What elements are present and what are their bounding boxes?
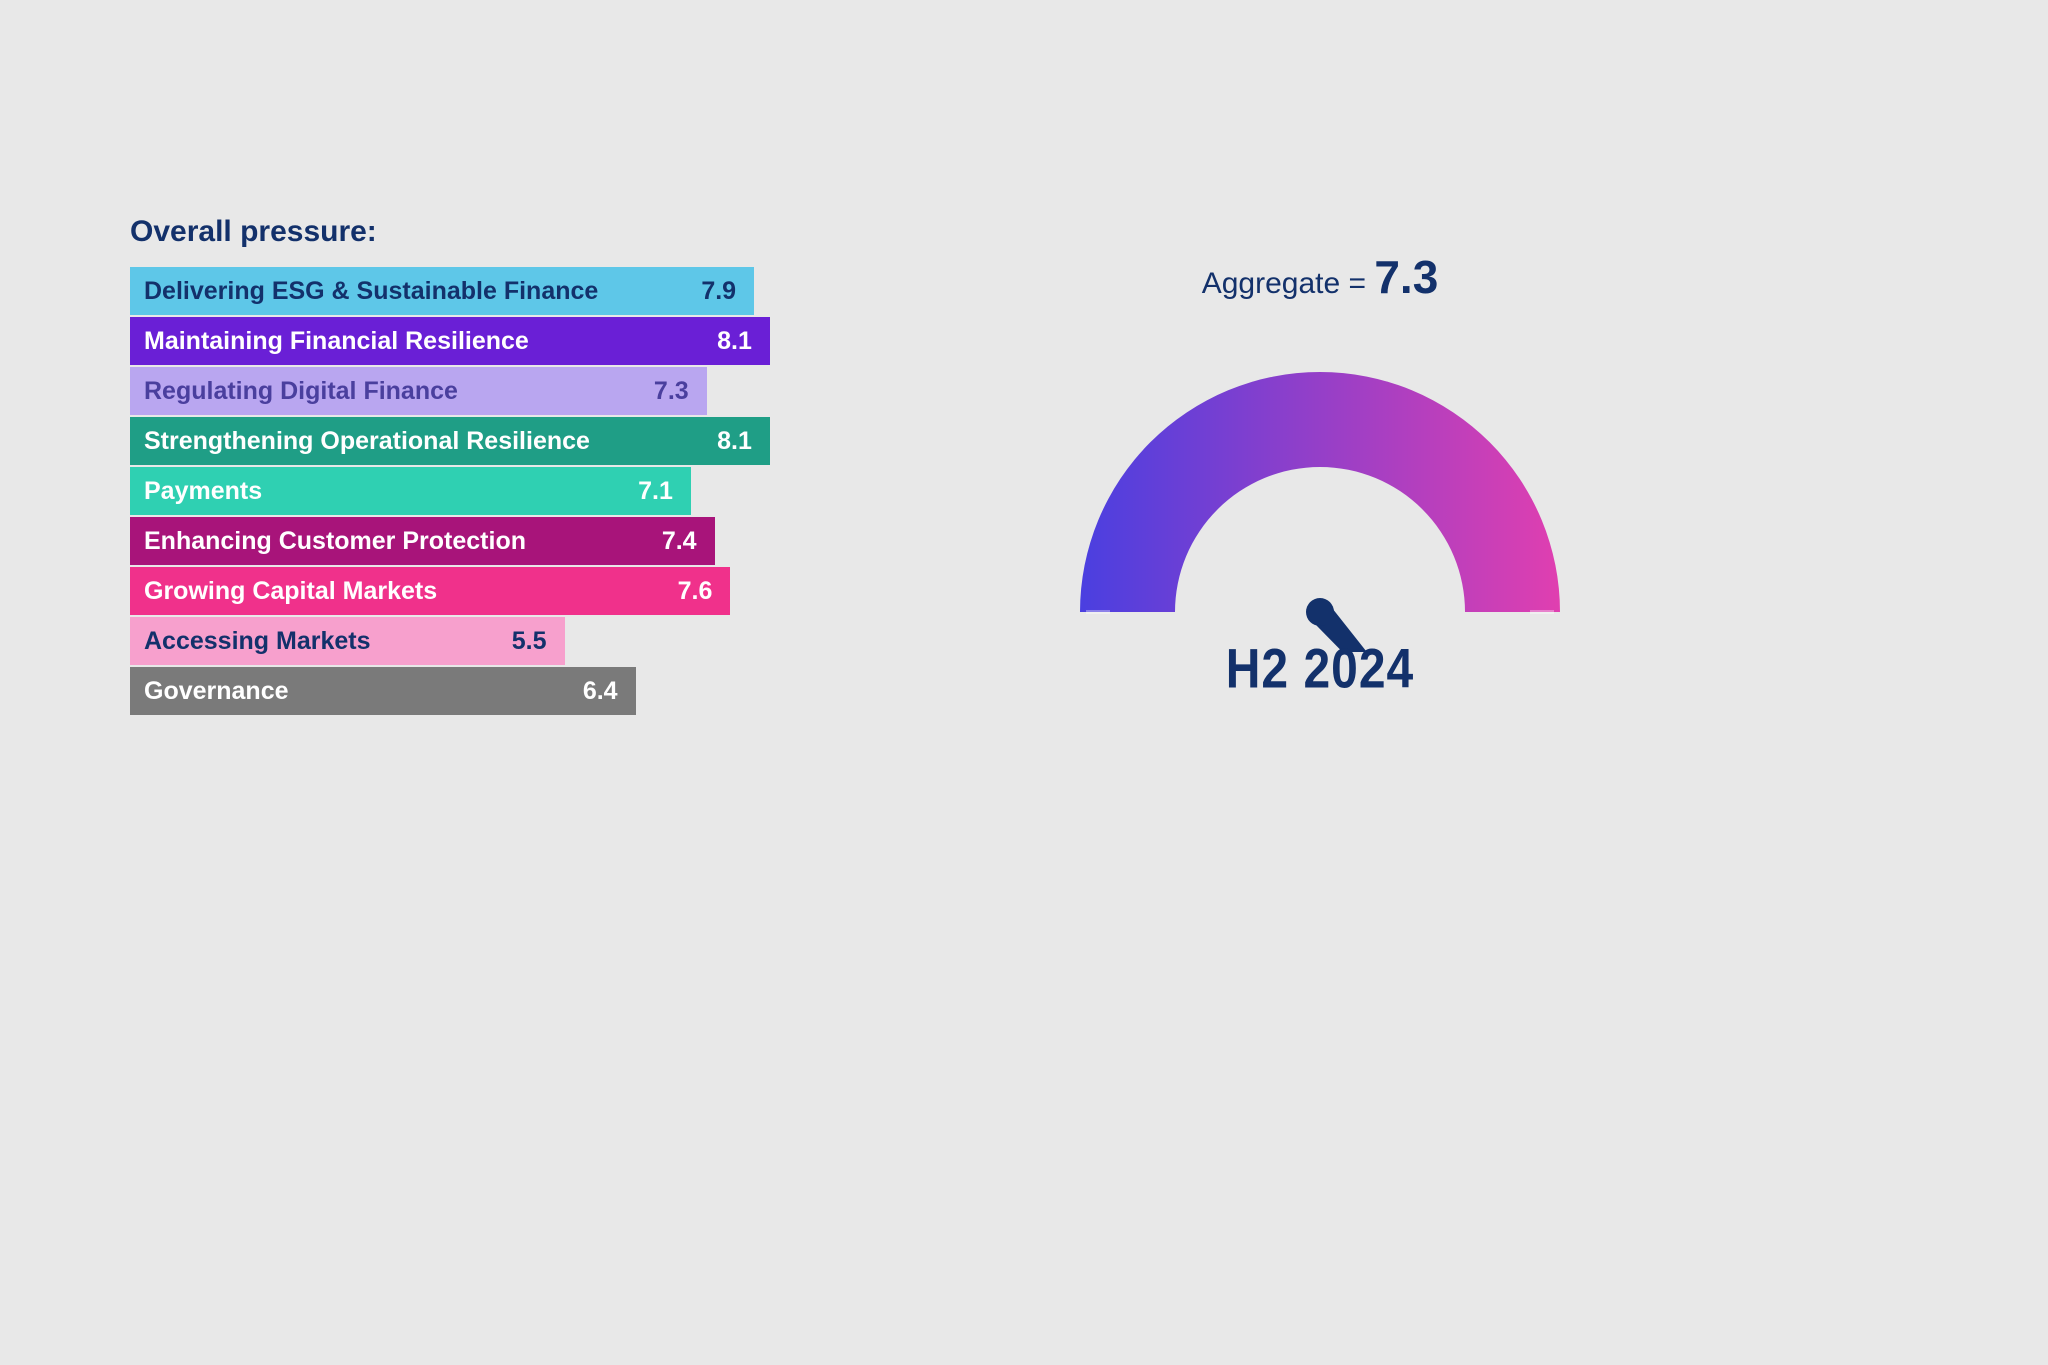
bar-list: Delivering ESG & Sustainable Finance 7.9 M… bbox=[130, 267, 920, 715]
aggregate-prefix: Aggregate = bbox=[1202, 267, 1375, 300]
bar-label: Payments bbox=[144, 477, 262, 506]
bar-value: 6.4 bbox=[583, 677, 618, 706]
bar-row: Strengthening Operational Resilience 8.1 bbox=[130, 417, 920, 465]
bar-row: Enhancing Customer Protection 7.4 bbox=[130, 517, 920, 565]
bar-chart-title: Overall pressure: bbox=[130, 215, 920, 249]
bar-fill: Growing Capital Markets 7.6 bbox=[130, 567, 730, 615]
bar-row: Payments 7.1 bbox=[130, 467, 920, 515]
bar-value: 7.9 bbox=[701, 277, 736, 306]
bar-value: 7.6 bbox=[678, 577, 713, 606]
aggregate-value: 7.3 bbox=[1374, 251, 1438, 303]
bar-label: Delivering ESG & Sustainable Finance bbox=[144, 277, 598, 306]
bar-value: 7.3 bbox=[654, 377, 689, 406]
bar-value: 7.4 bbox=[662, 527, 697, 556]
bar-fill: Delivering ESG & Sustainable Finance 7.9 bbox=[130, 267, 754, 315]
bar-label: Accessing Markets bbox=[144, 627, 371, 656]
bar-fill: Enhancing Customer Protection 7.4 bbox=[130, 517, 715, 565]
bar-fill: Maintaining Financial Resilience 8.1 bbox=[130, 317, 770, 365]
bar-row: Maintaining Financial Resilience 8.1 bbox=[130, 317, 920, 365]
bar-fill: Strengthening Operational Resilience 8.1 bbox=[130, 417, 770, 465]
gauge-hub bbox=[1306, 598, 1334, 626]
bar-fill: Regulating Digital Finance 7.3 bbox=[130, 367, 707, 415]
bar-fill: Payments 7.1 bbox=[130, 467, 691, 515]
bar-label: Growing Capital Markets bbox=[144, 577, 437, 606]
gauge-period-label: H2 2024 bbox=[1000, 638, 1640, 701]
bar-label: Strengthening Operational Resilience bbox=[144, 427, 590, 456]
bar-label: Regulating Digital Finance bbox=[144, 377, 458, 406]
bar-row: Governance 6.4 bbox=[130, 667, 920, 715]
bar-row: Delivering ESG & Sustainable Finance 7.9 bbox=[130, 267, 920, 315]
bar-label: Enhancing Customer Protection bbox=[144, 527, 526, 556]
bar-fill: Governance 6.4 bbox=[130, 667, 636, 715]
bar-value: 7.1 bbox=[638, 477, 673, 506]
gauge-ring bbox=[1080, 372, 1560, 612]
bar-row: Growing Capital Markets 7.6 bbox=[130, 567, 920, 615]
bar-label: Maintaining Financial Resilience bbox=[144, 327, 529, 356]
bar-chart: Overall pressure: Delivering ESG & Susta… bbox=[130, 215, 920, 735]
aggregate-label: Aggregate = 7.3 bbox=[1000, 250, 1640, 304]
bar-value: 8.1 bbox=[717, 327, 752, 356]
bar-fill: Accessing Markets 5.5 bbox=[130, 617, 565, 665]
gauge-svg bbox=[1040, 312, 1600, 652]
bar-row: Accessing Markets 5.5 bbox=[130, 617, 920, 665]
bar-label: Governance bbox=[144, 677, 289, 706]
gauge-chart: Aggregate = 7.3 H2 2024 bbox=[1000, 250, 1640, 697]
bar-row: Regulating Digital Finance 7.3 bbox=[130, 367, 920, 415]
bar-value: 5.5 bbox=[512, 627, 547, 656]
bar-value: 8.1 bbox=[717, 427, 752, 456]
